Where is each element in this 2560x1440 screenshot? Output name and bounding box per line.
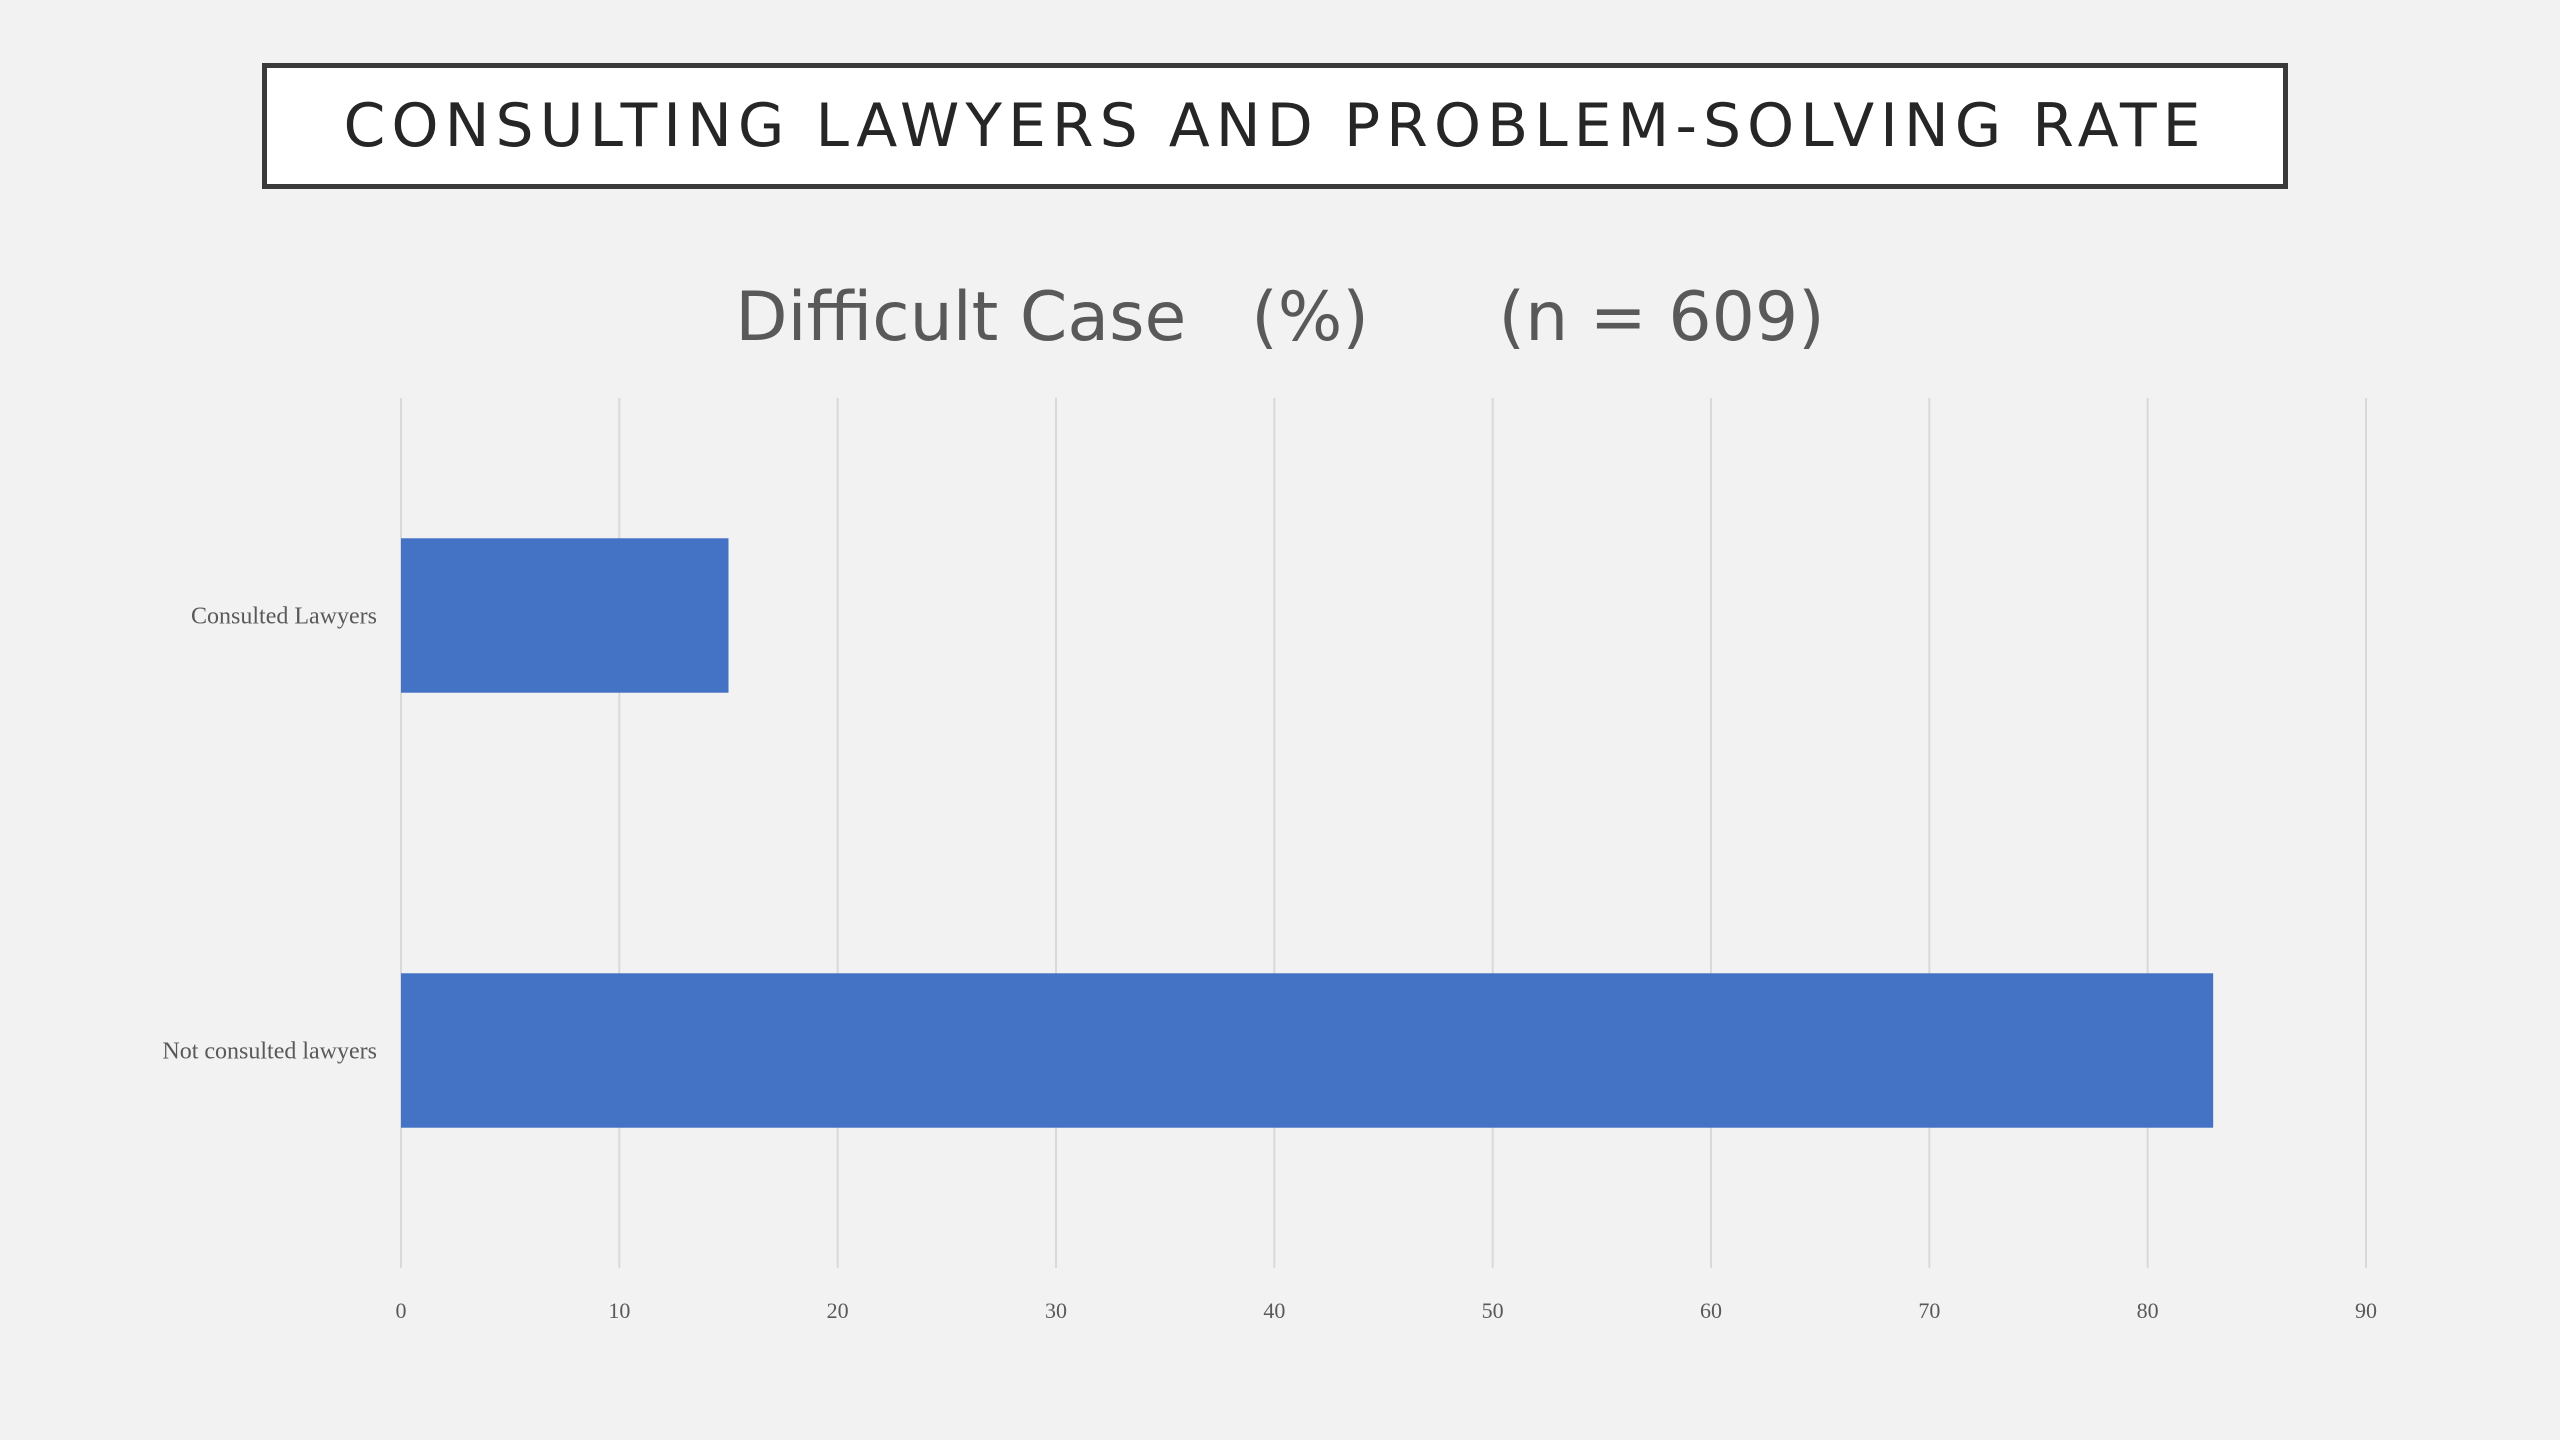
- x-tick-label: 10: [608, 1298, 630, 1323]
- bar: [401, 538, 729, 693]
- x-tick-label: 70: [1918, 1298, 1940, 1323]
- x-tick-label: 20: [827, 1298, 849, 1323]
- slide-title: CONSULTING LAWYERS AND PROBLEM-SOLVING R…: [343, 91, 2207, 161]
- x-tick-label: 50: [1482, 1298, 1504, 1323]
- x-tick-label: 90: [2355, 1298, 2377, 1323]
- x-axis-ticks: 0 10 20 30 40 50 60 70 80 90: [396, 1298, 2378, 1323]
- category-labels: Consulted Lawyers Not consulted lawyers: [162, 604, 377, 1065]
- bars: [401, 538, 2214, 1128]
- x-tick-label: 80: [2137, 1298, 2159, 1323]
- bar: [401, 973, 2214, 1128]
- x-tick-label: 40: [1263, 1298, 1285, 1323]
- gridlines: [400, 398, 2367, 1268]
- x-tick-label: 0: [396, 1298, 407, 1323]
- chart-title: Difficult Case (%) (n = 609): [735, 278, 1825, 357]
- x-tick-label: 60: [1700, 1298, 1722, 1323]
- category-label: Consulted Lawyers: [191, 604, 377, 630]
- category-label: Not consulted lawyers: [162, 1039, 377, 1065]
- x-tick-label: 30: [1045, 1298, 1067, 1323]
- slide-title-box: CONSULTING LAWYERS AND PROBLEM-SOLVING R…: [262, 63, 2288, 189]
